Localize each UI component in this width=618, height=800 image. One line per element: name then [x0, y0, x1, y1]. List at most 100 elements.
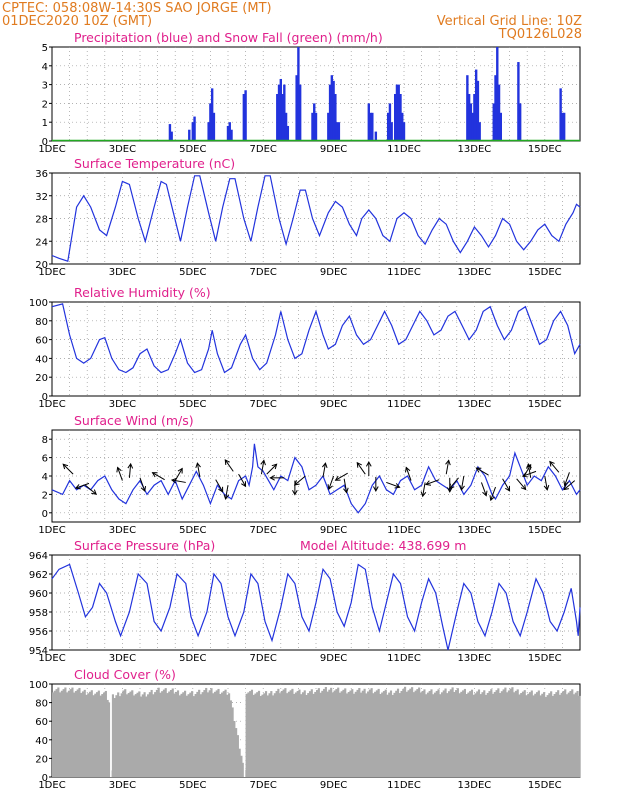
cloud-bar [129, 691, 132, 777]
wind-vector-head [365, 460, 372, 467]
cloud-bar [555, 692, 558, 777]
cloud-bar [539, 695, 542, 777]
cloud-bar [342, 689, 345, 777]
precip-bar [191, 122, 194, 141]
cloud-bar [191, 691, 194, 777]
cloud-bar [180, 693, 183, 777]
temp-xtick-label: 9DEC [320, 267, 347, 278]
wind-vector [128, 463, 132, 478]
wind-vector [563, 480, 576, 490]
wind-vector-head [177, 467, 183, 474]
cloud-bar [506, 692, 509, 777]
wind-vector-head [520, 484, 527, 491]
cloud-bar [565, 694, 569, 777]
precip-bar [277, 84, 281, 141]
cloud-bar [312, 693, 315, 777]
wind-vector-head [292, 489, 298, 496]
cloud-bar [150, 689, 153, 777]
cloud-bar [400, 690, 403, 777]
pressure-xtick-label: 15DEC [528, 653, 562, 664]
precip-bar [313, 103, 316, 141]
cloud-bar [169, 689, 173, 777]
cloud-bar [504, 687, 507, 777]
header-run-time: 01DEC2020 10Z (GMT) [2, 14, 153, 29]
cloud-bar [286, 693, 289, 777]
cloud-bar [550, 691, 553, 777]
wind-vector [549, 461, 560, 473]
cloud-bar [470, 689, 474, 777]
temp-series-line [51, 175, 581, 262]
precip-bar [471, 112, 474, 141]
cloud-bar [460, 691, 463, 777]
cloud-bar [293, 693, 296, 777]
cloud-bar [379, 693, 382, 777]
cloud-bar [301, 692, 305, 777]
cloud-bar [572, 694, 576, 777]
cloud-bar [381, 692, 384, 777]
temp-xtick-label: 11DEC [387, 267, 421, 278]
cloud-bar [231, 707, 234, 777]
wind-vector-head [241, 481, 247, 488]
precip-bar [517, 62, 520, 141]
wind-vector [335, 472, 348, 481]
precip-xtick-label: 15DEC [528, 144, 562, 155]
cloud-bar [138, 691, 141, 777]
wind-series-line [51, 443, 581, 514]
cloud-bar [90, 690, 93, 777]
cloud-bar [419, 692, 422, 777]
cloud-bar [324, 687, 327, 777]
cloud-bar [212, 693, 215, 777]
wind-vector [386, 481, 400, 488]
cloud-bar [175, 691, 178, 777]
cloud-bar [509, 688, 512, 777]
cloud-bar [194, 693, 197, 777]
cloud-bar [74, 691, 78, 777]
pressure-ytick-label: 954 [29, 646, 48, 657]
precip-xtick-label: 1DEC [38, 144, 65, 155]
precip-ytick-label: 5 [42, 43, 48, 54]
cloud-bar [525, 695, 528, 777]
pressure-xtick-label: 7DEC [250, 653, 277, 664]
rh-title: Relative Humidity (%) [74, 285, 211, 300]
precip-xtick-label: 13DEC [458, 144, 492, 155]
cloud-bar [111, 694, 114, 777]
cloud-bar [249, 691, 252, 777]
wind-ytick-label: 0 [42, 509, 48, 520]
cloud-bar [64, 687, 67, 777]
cloud-bar [268, 693, 271, 777]
cloud-bar [576, 690, 579, 777]
cloud-bar [363, 688, 366, 777]
precip-bar [496, 47, 499, 141]
wind-vector-head [260, 459, 266, 466]
wind-panel [49, 429, 581, 523]
cloud-bar [412, 692, 415, 777]
precip-bar [466, 75, 469, 141]
precip-bar [559, 88, 562, 141]
cloud-bar [257, 690, 261, 777]
cloud-bar [534, 693, 537, 777]
wind-vector-head [448, 483, 455, 490]
cloud-bar [250, 689, 254, 777]
cloud-bar [440, 692, 444, 777]
wind-vector [322, 463, 326, 478]
wind-vector [490, 486, 496, 501]
rh-frame [51, 301, 581, 397]
wind-vector-head [475, 467, 482, 473]
precip-bar [478, 122, 481, 141]
cloud-bar [407, 690, 410, 777]
cloud-bar [308, 691, 312, 777]
cloud-bar [182, 692, 185, 777]
cloud-bar [57, 687, 60, 777]
cloud-bar [414, 690, 417, 777]
cloud-bar [97, 690, 100, 777]
temp-xtick-label: 7DEC [250, 267, 277, 278]
cloud-bar [321, 690, 324, 777]
cloud-bar [280, 690, 283, 777]
precip-bar [474, 69, 478, 141]
wind-vector [139, 477, 146, 492]
cloud-bar [222, 691, 225, 777]
cloud-bar [469, 691, 472, 777]
wind-vector-head [170, 477, 177, 484]
cloud-bar [173, 693, 176, 777]
wind-vector-head [482, 490, 488, 497]
